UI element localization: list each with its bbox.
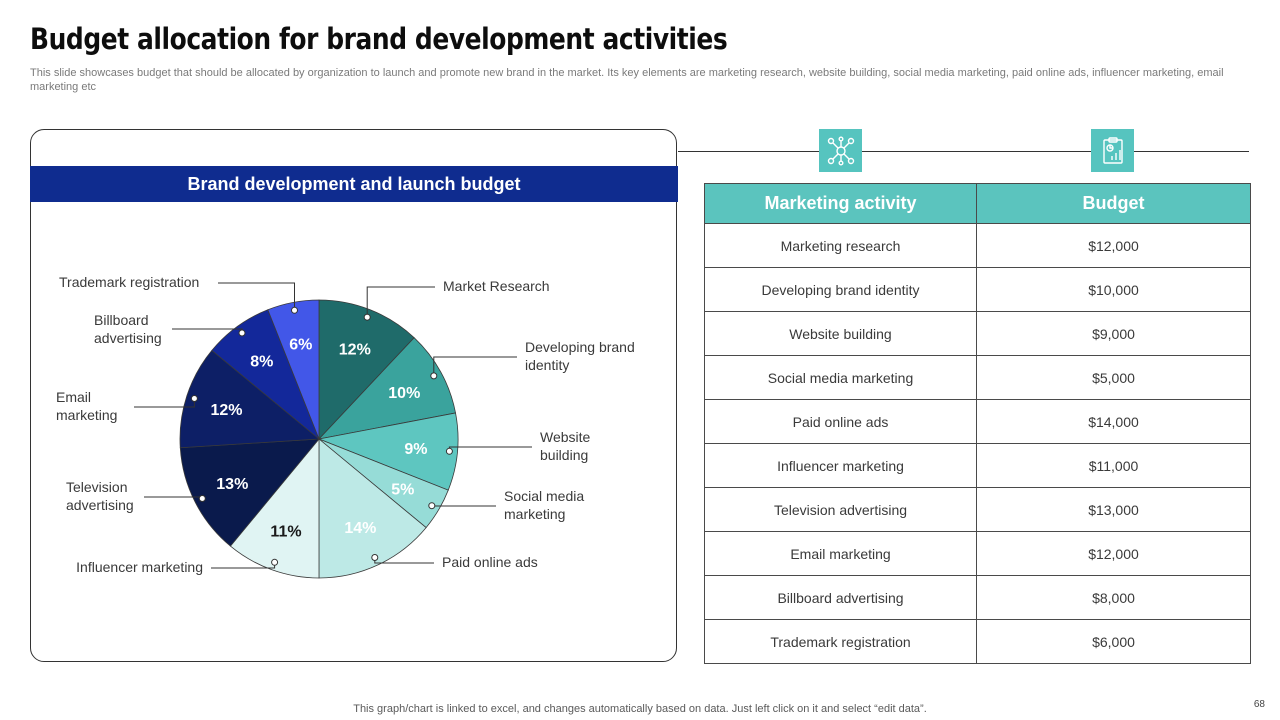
- pie-chart[interactable]: 12% Market Research 10% Developing brand ide…: [30, 205, 670, 655]
- budget-cell: $8,000: [976, 575, 1251, 620]
- activity-cell: Influencer marketing: [704, 443, 977, 488]
- activity-cell: Website building: [704, 311, 977, 356]
- budget-cell: $11,000: [976, 443, 1251, 488]
- chart-panel: [30, 129, 677, 662]
- table-header-row: Marketing activity Budget: [704, 183, 1251, 224]
- header-budget: Budget: [976, 183, 1251, 224]
- table-row: Marketing research $12,000: [704, 223, 1251, 268]
- pie-leader-dot: [190, 395, 198, 402]
- budget-table: Marketing activity Budget Marketing rese…: [704, 183, 1251, 664]
- pie-percent-label: 12%: [339, 342, 371, 359]
- pie-slice-trademark-registration[interactable]: [267, 299, 320, 440]
- budget-cell: $6,000: [976, 619, 1251, 664]
- pie-slice-website-building[interactable]: [317, 412, 459, 491]
- pie-leader-dot: [371, 554, 379, 561]
- network-icon: [827, 136, 854, 166]
- pie-percent-label: 10%: [388, 385, 420, 402]
- footer-note: This graph/chart is linked to excel, and…: [353, 703, 927, 715]
- pie-percent-label: 14%: [344, 520, 376, 537]
- pie-leader-line: [433, 356, 517, 376]
- budget-cell: $9,000: [976, 311, 1251, 356]
- table-row: Trademark registration $6,000: [704, 619, 1251, 664]
- activity-cell: Billboard advertising: [704, 575, 977, 620]
- budget-cell: $14,000: [976, 399, 1251, 444]
- network-icon-box: [819, 129, 862, 172]
- connector-line: [678, 151, 1249, 152]
- pie-leader-dot: [271, 558, 279, 566]
- table-row: Television advertising $13,000: [704, 487, 1251, 532]
- table-row: Email marketing $12,000: [704, 531, 1251, 576]
- pie-slice-influencer-marketing[interactable]: [229, 437, 320, 579]
- pie-slice-market-research[interactable]: [318, 299, 415, 441]
- pie-leader-dot: [198, 495, 206, 502]
- pie-percent-label: 13%: [216, 476, 248, 493]
- pie-slice-television-advertising[interactable]: [179, 438, 320, 547]
- budget-cell: $12,000: [976, 531, 1251, 576]
- activity-cell: Trademark registration: [704, 619, 977, 664]
- activity-cell: Television advertising: [704, 487, 977, 532]
- activity-cell: Social media marketing: [704, 355, 977, 400]
- pie-leader-dot: [430, 372, 438, 380]
- pie-category-label: Trademark registration: [59, 274, 199, 290]
- table-row: Social media marketing $5,000: [704, 355, 1251, 400]
- slide-subtitle: This slide showcases budget that should …: [30, 67, 1224, 93]
- pie-leader-line: [366, 286, 435, 318]
- budget-cell: $12,000: [976, 223, 1251, 268]
- table-row: Website building $9,000: [704, 311, 1251, 356]
- pie-leader-dot: [238, 329, 246, 337]
- activity-cell: Developing brand identity: [704, 267, 977, 312]
- budget-cell: $5,000: [976, 355, 1251, 400]
- pie-percent-label: 8%: [250, 353, 273, 370]
- page-number: 68: [1253, 699, 1265, 710]
- slide-title: Budget allocation for brand development …: [30, 22, 728, 56]
- pie-percent-label: 9%: [404, 441, 427, 458]
- pie-percent-label: 5%: [391, 482, 414, 499]
- activity-cell: Marketing research: [704, 223, 977, 268]
- pie-percent-label: 12%: [210, 402, 242, 419]
- pie-category-label: Billboard advertising: [94, 312, 162, 346]
- pie-category-label: Social media marketing: [504, 488, 584, 522]
- pie-leader-dot: [428, 502, 436, 510]
- table-row: Developing brand identity $10,000: [704, 267, 1251, 312]
- chart-title: Brand development and launch budget: [30, 166, 678, 202]
- activity-cell: Email marketing: [704, 531, 977, 576]
- budget-cell: $13,000: [976, 487, 1251, 532]
- pie-percent-label: 6%: [289, 336, 312, 353]
- pie-slice-developing-brand-identity[interactable]: [317, 337, 457, 440]
- pie-slice-email-marketing[interactable]: [179, 349, 321, 449]
- pie-leader-line: [448, 446, 532, 452]
- pie-category-label: Market Research: [443, 278, 550, 294]
- pie-category-label: Website building: [540, 429, 591, 463]
- pie-leader-dot: [445, 447, 453, 455]
- pie-leader-line: [218, 282, 295, 311]
- pie-category-label: Influencer marketing: [76, 559, 203, 575]
- report-chart-icon: [1102, 136, 1123, 164]
- activity-cell: Paid online ads: [704, 399, 977, 444]
- pie-percent-label: 11%: [270, 524, 301, 541]
- header-marketing-activity: Marketing activity: [704, 183, 977, 224]
- budget-cell: $10,000: [976, 267, 1251, 312]
- pie-category-label: Television advertising: [66, 479, 134, 513]
- table-row: Billboard advertising $8,000: [704, 575, 1251, 620]
- pie-category-label: Paid online ads: [442, 554, 538, 570]
- pie-leader-dot: [291, 306, 298, 314]
- report-icon-box: [1091, 129, 1134, 172]
- pie-leader-dot: [363, 313, 371, 321]
- table-row: Influencer marketing $11,000: [704, 443, 1251, 488]
- pie-category-label: Email marketing: [56, 389, 117, 423]
- table-row: Paid online ads $14,000: [704, 399, 1251, 444]
- pie-slice-paid-online-ads[interactable]: [318, 438, 427, 579]
- pie-category-label: Developing brand identity: [525, 339, 635, 373]
